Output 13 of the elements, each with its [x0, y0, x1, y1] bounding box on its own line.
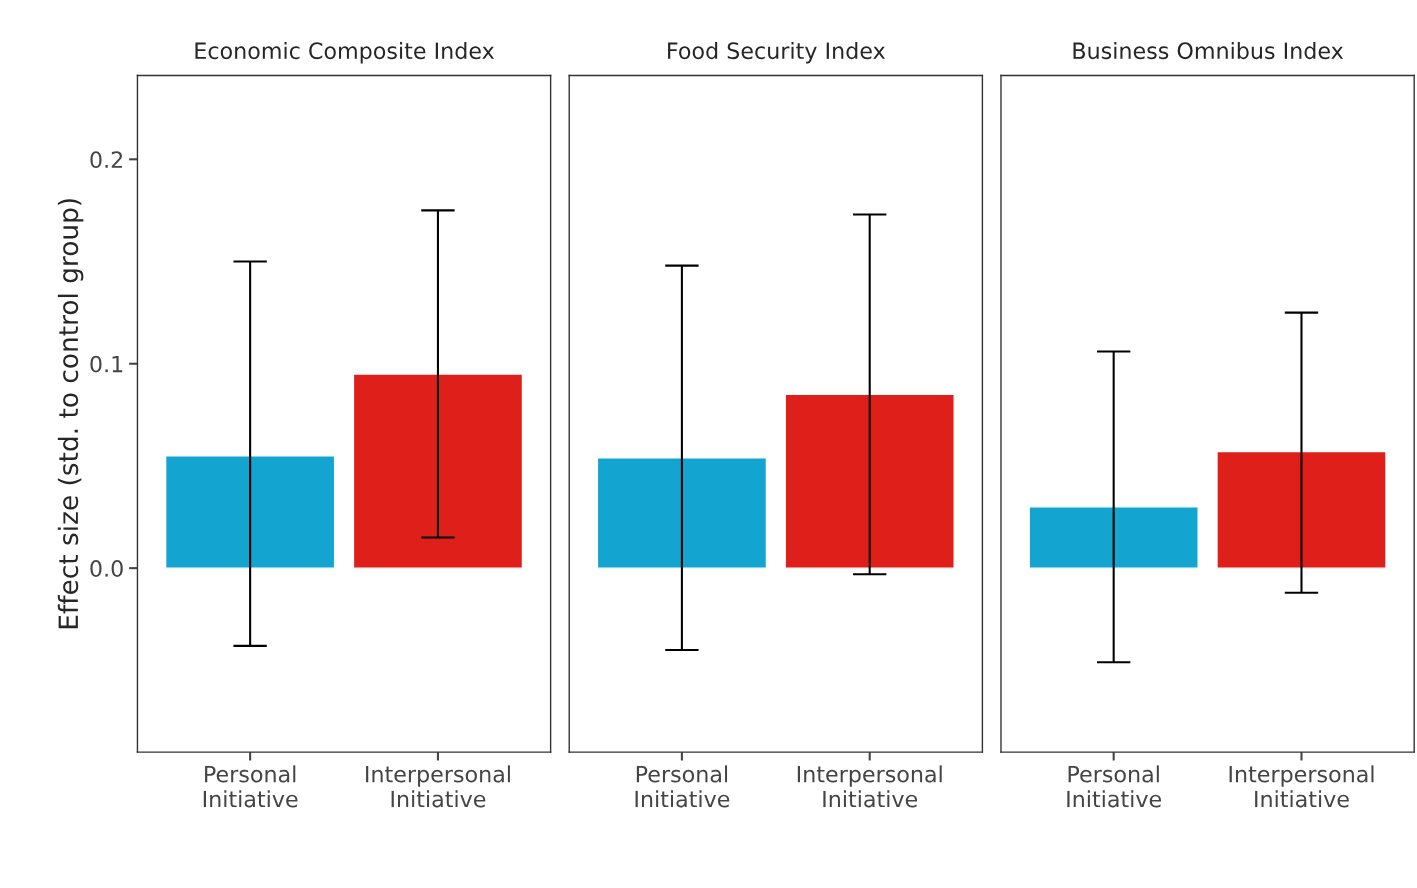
- x-tick-label: Interpersonal Initiative: [1229, 765, 1374, 808]
- x-tick-label: Personal Initiative: [203, 765, 298, 808]
- x-tick-label: Interpersonal Initiative: [366, 765, 510, 808]
- x-tick-label: Personal Initiative: [635, 765, 730, 808]
- y-tick-label: 0.1: [90, 355, 123, 373]
- y-axis-title: Effect size (std. to control group): [57, 199, 84, 629]
- y-tick-label: 0.2: [90, 151, 123, 169]
- x-tick-label: Interpersonal Initiative: [797, 765, 942, 808]
- chart-title: Business Omnibus Index: [1073, 41, 1344, 60]
- chart-title: Food Security Index: [668, 41, 885, 64]
- chart-title: Economic Composite Index: [195, 41, 495, 64]
- x-tick-label: Personal Initiative: [1067, 765, 1161, 808]
- y-tick-label: 0.0: [90, 560, 123, 577]
